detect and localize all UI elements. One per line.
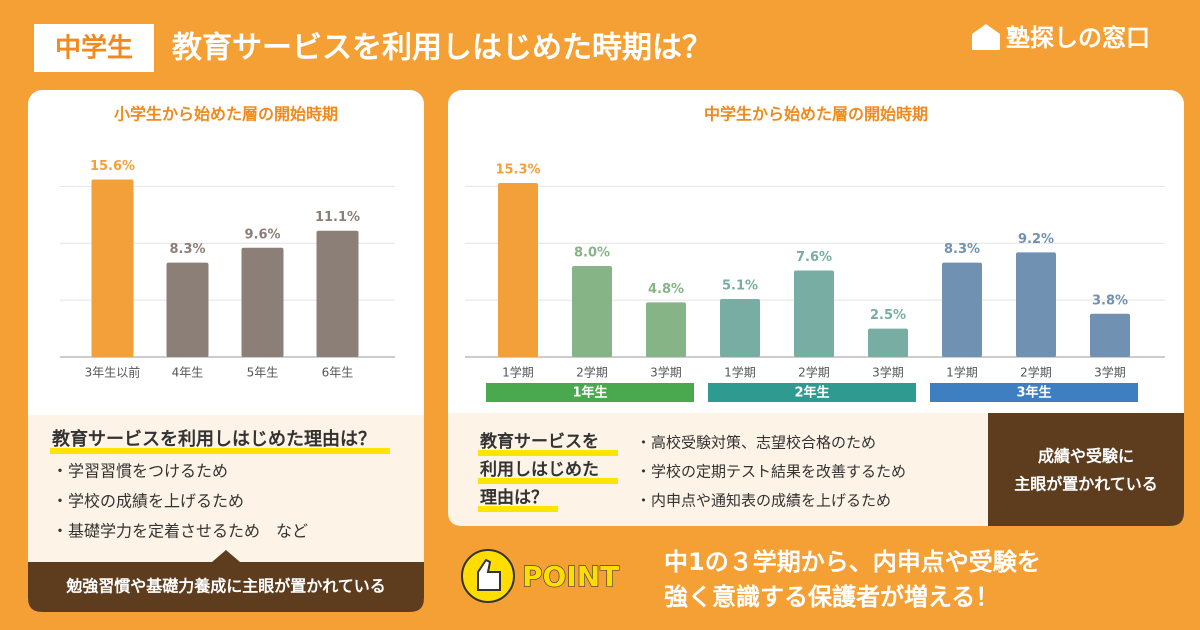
summary: 主眼が置かれている [1014,475,1158,494]
value-label: 8.3% [944,242,980,257]
left-summary-box [28,562,424,612]
x-tick-label: 2学期 [576,365,608,380]
bar [942,262,982,357]
title: 教育サービスを利用しはじめた時期は？ [172,31,712,66]
x-tick-label: 3学期 [1094,365,1126,380]
group-band [486,383,694,402]
value-label: 5.1% [722,278,758,293]
reason-item: ・学校の成績を上げるため [52,492,244,511]
bar [646,302,686,357]
value-label: 8.0% [574,246,610,261]
x-tick-label: 1学期 [502,365,534,380]
x-tick-label: 5年生 [247,366,279,380]
reason-title: 教育サービスを利用しはじめた理由は？ [52,428,376,450]
highlight [478,450,618,456]
reason-item: ・基礎学力を定着させるため など [52,522,308,541]
reason-item: ・高校受験対策、志望校合格のため [636,434,876,452]
value-label: 9.2% [1018,232,1054,247]
value-label: 3.8% [1092,293,1128,308]
value-label: 15.3% [495,162,540,177]
bar [1090,313,1130,357]
reason-item: ・学校の定期テスト結果を改善するため [636,463,906,481]
chart-title: 中学生から始めた層の開始時期 [704,105,928,124]
value-label: 2.5% [870,308,906,323]
badge: 中学生 [55,33,133,64]
reason-item: ・学習習慣をつけるため [52,462,228,481]
logo: 塾探しの窓口 [1006,24,1150,52]
badge-box [34,24,154,72]
bar [91,179,134,357]
x-tick-label: 1学期 [946,365,978,380]
group-band [930,383,1138,402]
pointer [212,550,240,562]
bar [720,298,760,357]
summary: 成績や受験に [1038,447,1134,466]
x-tick-label: 2学期 [798,365,830,380]
chart-title: 小学生から始めた層の開始時期 [114,105,338,124]
value-label: 15.6% [90,159,135,174]
bar [794,270,834,357]
x-tick-label: 3学期 [650,365,682,380]
x-tick-label: 3年生以前 [85,365,141,380]
bar [316,230,359,357]
left-reason-box [28,415,424,565]
bar [498,182,538,357]
reason-title: 利用しはじめた [480,459,599,480]
point-label: POINT [522,560,619,593]
right-summary-box [988,413,1184,526]
bar [868,328,908,357]
logo-icon [972,24,1000,50]
x-tick-label: 1学期 [724,365,756,380]
group-label: 3年生 [1016,385,1051,401]
bar [166,262,209,357]
value-label: 4.8% [648,282,684,297]
value-label: 9.6% [244,227,280,242]
reason-title: 理由は？ [480,487,548,508]
value-label: 11.1% [315,210,360,225]
bar [572,266,612,357]
bar [1016,252,1056,357]
value-label: 7.6% [796,250,832,265]
reason-item: ・内申点や通知表の成績を上げるため [636,492,891,510]
point-text: 強く意識する保護者が増える！ [664,583,999,611]
group-label: 2年生 [794,385,829,401]
x-tick-label: 6年生 [322,366,354,380]
group-band [708,383,916,402]
point-text: 中1の３学期から、内申点や受験を [664,548,1041,576]
hand-icon [477,558,501,591]
highlight [478,478,618,484]
x-tick-label: 3学期 [872,365,904,380]
right-reason-box [448,413,988,526]
highlight [50,448,390,454]
reason-title: 教育サービスを [479,431,599,452]
x-tick-label: 2学期 [1020,365,1052,380]
summary: 勉強習慣や基礎力養成に主眼が置かれている [65,577,386,596]
highlight [478,506,558,512]
bar [241,247,284,357]
value-label: 8.3% [169,242,205,257]
group-label: 1年生 [572,385,607,401]
x-tick-label: 4年生 [172,366,204,380]
